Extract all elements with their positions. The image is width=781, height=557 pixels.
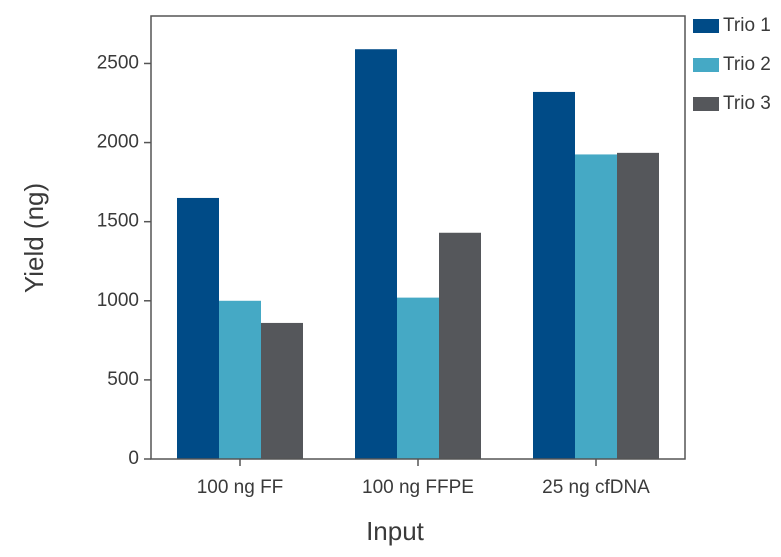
legend-label: Trio 1 <box>723 15 771 36</box>
x-tick-label: 100 ng FFPE <box>362 477 474 498</box>
bar-trio-2-1 <box>397 297 439 459</box>
bar-trio-3-2 <box>617 152 659 460</box>
x-tick-label: 25 ng cfDNA <box>542 477 650 498</box>
legend-swatch <box>693 58 719 72</box>
legend-label: Trio 2 <box>723 54 771 75</box>
y-tick-label: 2000 <box>97 132 139 153</box>
y-axis: 0 500 1000 1500 2000 2500 <box>97 52 151 469</box>
legend-swatch <box>693 19 719 33</box>
x-tick-label: 100 ng FF <box>197 477 284 498</box>
plot-frame <box>150 15 686 460</box>
bar-trio-2-0 <box>219 300 261 459</box>
bar-trio-3-1 <box>439 232 481 459</box>
x-axis: 100 ng FF 100 ng FFPE 25 ng cfDNA <box>197 459 650 498</box>
bar-trio-3-0 <box>261 322 303 459</box>
bar-trio-1-1 <box>355 49 397 459</box>
y-axis-title: Yield (ng) <box>19 183 49 293</box>
bar-trio-2-2 <box>575 154 617 459</box>
bar-trio-1-0 <box>177 197 219 460</box>
legend-swatch <box>693 97 719 111</box>
y-tick-label: 0 <box>128 448 139 469</box>
bars <box>177 49 659 460</box>
legend-label: Trio 3 <box>723 93 771 114</box>
y-tick-label: 1000 <box>97 290 139 311</box>
legend: Trio 1 Trio 2 Trio 3 <box>693 15 771 114</box>
y-tick-label: 2500 <box>97 52 139 73</box>
y-tick-label: 500 <box>107 369 139 390</box>
bar-trio-1-2 <box>533 91 575 459</box>
x-axis-title: Input <box>366 516 425 546</box>
y-tick-label: 1500 <box>97 211 139 232</box>
